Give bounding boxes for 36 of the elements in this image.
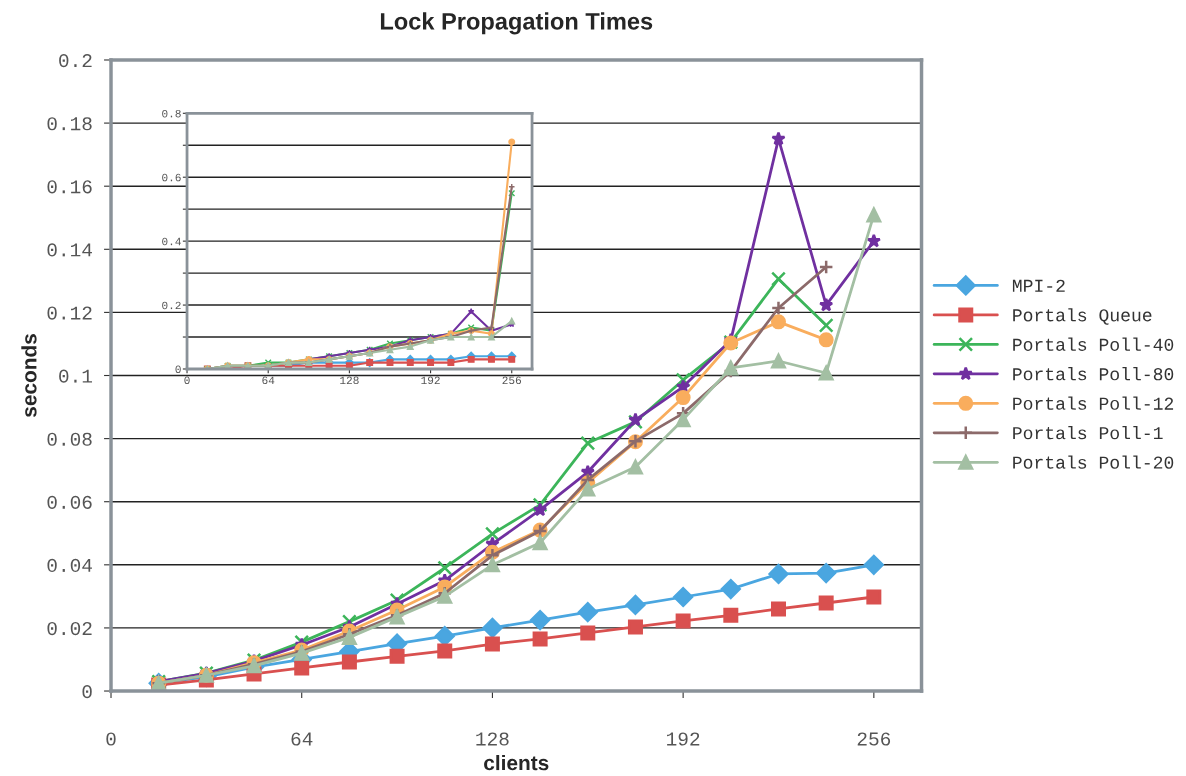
legend-label: Portals Poll-40 [1013, 337, 1174, 351]
y-tick-label: 0.06 [47, 495, 92, 509]
legend-label: Portals Poll-1 [1013, 426, 1163, 440]
y-tick-label: 0.2 [59, 54, 92, 68]
y-tick-label: 0.04 [47, 558, 92, 573]
legend-label: Portals Poll-80 [1013, 367, 1174, 381]
y-tick-label: 0 [82, 685, 92, 699]
x-tick-label: 256 [857, 732, 891, 746]
y-tick-label: 0 [175, 365, 181, 374]
legend-label: Portals Queue [1013, 308, 1152, 325]
x-tick-label: 128 [340, 376, 359, 385]
y-tick-label: 0.1 [59, 369, 93, 383]
y-tick-label: 0.12 [47, 306, 92, 320]
legend-label: Portals Poll-12 [1013, 396, 1174, 410]
y-tick-label: 0.08 [47, 432, 92, 446]
y-tick-label: 0.02 [47, 621, 92, 636]
y-tick-label: 0.8 [162, 109, 181, 118]
x-tick-label: 192 [421, 376, 440, 385]
y-tick-label: 0.14 [47, 243, 92, 257]
x-tick-label: 0 [184, 376, 190, 385]
x-tick-label: 0 [106, 732, 116, 746]
y-tick-label: 0.6 [162, 173, 181, 182]
y-tick-label: 0.18 [47, 117, 92, 131]
x-tick-label: 64 [291, 732, 313, 746]
y-tick-label: 0.16 [47, 180, 92, 194]
x-axis-title: clients [484, 754, 549, 771]
x-tick-label: 128 [476, 732, 509, 746]
chart-title: Lock Propagation Times [380, 12, 653, 35]
x-tick-label: 256 [502, 376, 522, 385]
x-tick-label: 64 [262, 376, 275, 385]
y-axis-title: seconds [21, 334, 37, 418]
legend-label: MPI-2 [1012, 279, 1065, 292]
x-tick-label: 192 [667, 732, 700, 746]
y-tick-label: 0.4 [162, 237, 181, 246]
legend-label: Portals Poll-20 [1013, 455, 1174, 469]
y-tick-label: 0.2 [162, 301, 181, 310]
